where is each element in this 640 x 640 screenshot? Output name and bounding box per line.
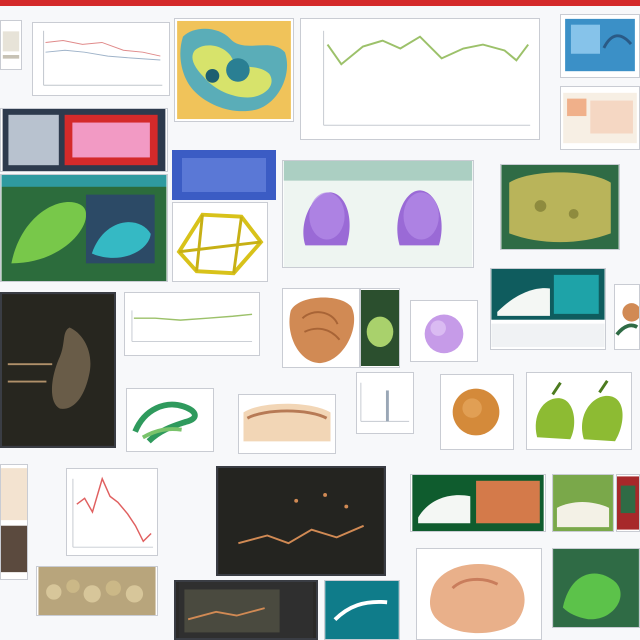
image-thumbnail-rock[interactable]	[416, 548, 542, 640]
image-thumbnail-green-texture[interactable]	[500, 164, 620, 250]
image-thumbnail-cross-section[interactable]	[238, 394, 336, 454]
image-thumbnail-green-wave[interactable]	[126, 388, 214, 452]
app-window-thumbnail-red-pink[interactable]	[0, 108, 168, 172]
chart-thumbnail-line-small[interactable]	[124, 292, 260, 356]
image-thumbnail-right-edge[interactable]	[616, 474, 640, 532]
top-accent-bar	[0, 0, 640, 6]
app-window-thumbnail-green-leaf[interactable]	[0, 174, 168, 282]
image-thumbnail-orange-edge[interactable]	[614, 284, 640, 350]
app-window-thumbnail-green-orange[interactable]	[410, 474, 546, 532]
image-thumbnail-green-peppers[interactable]	[526, 372, 632, 450]
app-window-thumbnail-dark-orange[interactable]	[216, 466, 386, 576]
app-window-thumbnail-orange-right[interactable]	[560, 86, 640, 150]
app-window-thumbnail-bottom-dark[interactable]	[174, 580, 318, 640]
image-thumbnail-green-bottom[interactable]	[552, 548, 640, 628]
illustration-thumbnail-map[interactable]	[174, 18, 294, 122]
screenshot-thumbnail-blue-app[interactable]	[560, 14, 640, 78]
image-thumbnail-pebbles[interactable]	[36, 566, 158, 616]
chart-thumbnail-line-green-large[interactable]	[300, 18, 540, 140]
image-thumbnail-purple-sphere[interactable]	[410, 300, 478, 362]
image-thumbnail-purple-shapes[interactable]	[282, 160, 474, 268]
app-window-thumbnail-bottom-teal[interactable]	[324, 580, 400, 640]
image-thumbnail-orange-round[interactable]	[440, 374, 514, 450]
app-window-thumbnail-teal[interactable]	[490, 268, 606, 350]
image-thumbnail-green-leaf-small[interactable]	[360, 288, 400, 368]
chart-thumbnail-line-red[interactable]	[66, 468, 158, 556]
diagram-thumbnail-yellow-wire[interactable]	[172, 202, 268, 282]
chart-thumbnail-bars-small[interactable]	[356, 372, 414, 434]
chart-thumbnail-line-1[interactable]	[32, 22, 170, 96]
image-thumbnail-orange-organ[interactable]	[282, 288, 360, 368]
screenshot-thumbnail-1[interactable]	[0, 20, 22, 70]
panel-thumbnail-navy[interactable]	[172, 150, 276, 200]
app-window-thumbnail-dark-plot[interactable]	[0, 292, 116, 448]
image-thumbnail-sketch-left[interactable]	[0, 464, 28, 580]
image-thumbnail-green-field[interactable]	[552, 474, 614, 532]
